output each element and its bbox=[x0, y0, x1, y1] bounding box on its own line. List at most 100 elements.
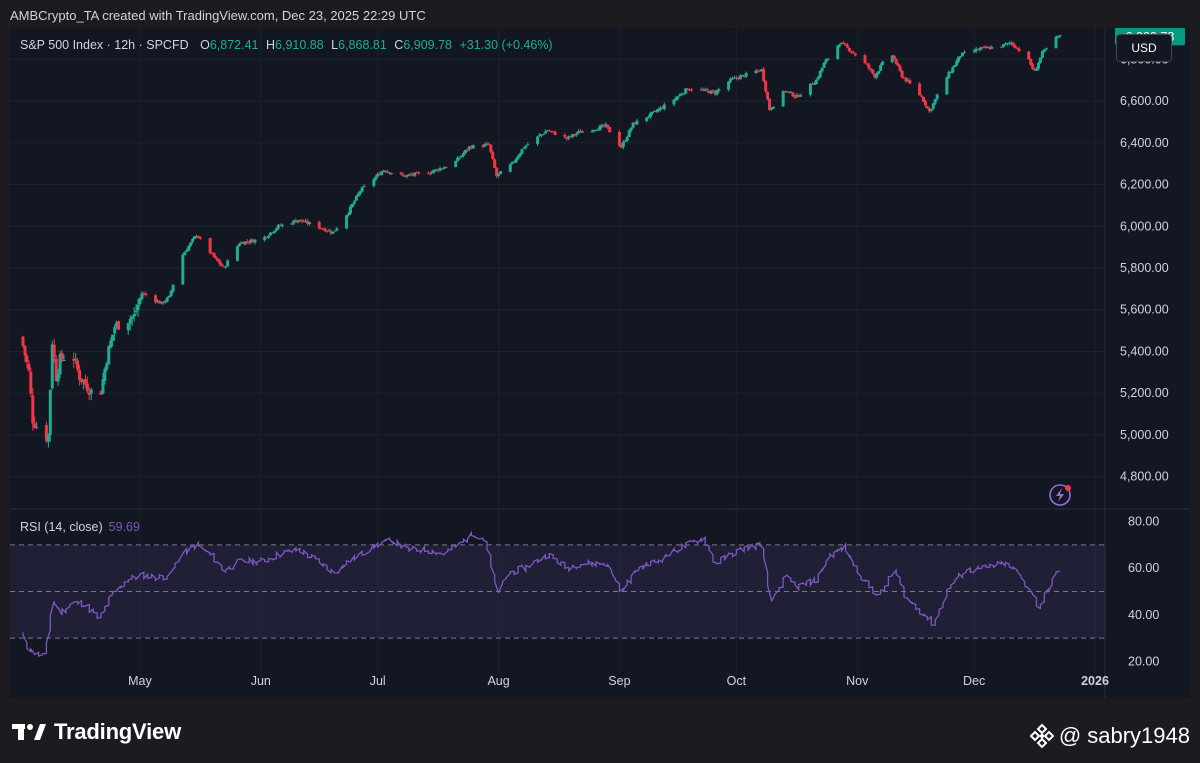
candle[interactable] bbox=[514, 158, 518, 163]
candle[interactable] bbox=[323, 228, 327, 232]
candle[interactable] bbox=[863, 55, 867, 64]
candle[interactable] bbox=[518, 153, 522, 157]
candle[interactable] bbox=[278, 225, 282, 227]
candle[interactable] bbox=[319, 228, 323, 230]
candle[interactable] bbox=[169, 290, 173, 297]
candle[interactable] bbox=[875, 73, 879, 78]
candle[interactable] bbox=[783, 91, 787, 93]
candle[interactable] bbox=[56, 373, 60, 382]
candle[interactable] bbox=[553, 131, 557, 135]
candle[interactable] bbox=[816, 77, 820, 80]
candle[interactable] bbox=[1011, 42, 1015, 46]
candle[interactable] bbox=[744, 72, 748, 77]
candle[interactable] bbox=[428, 173, 432, 175]
candle[interactable] bbox=[132, 313, 136, 317]
candle[interactable] bbox=[768, 98, 772, 111]
candle[interactable] bbox=[960, 52, 964, 57]
candle[interactable] bbox=[130, 316, 134, 320]
candle[interactable] bbox=[105, 363, 109, 370]
candle[interactable] bbox=[1040, 51, 1044, 58]
candle[interactable] bbox=[571, 134, 575, 137]
candle[interactable] bbox=[849, 51, 853, 53]
candle[interactable] bbox=[818, 70, 822, 78]
candle[interactable] bbox=[742, 75, 746, 77]
candle[interactable] bbox=[840, 42, 844, 45]
candle[interactable] bbox=[79, 378, 83, 382]
candle[interactable] bbox=[892, 55, 896, 60]
candle[interactable] bbox=[274, 228, 278, 231]
candle[interactable] bbox=[78, 369, 82, 381]
candle[interactable] bbox=[947, 72, 951, 78]
candle[interactable] bbox=[984, 46, 988, 49]
candle[interactable] bbox=[1007, 43, 1011, 45]
candle[interactable] bbox=[923, 101, 927, 106]
candle[interactable] bbox=[727, 81, 731, 90]
candle[interactable] bbox=[1037, 62, 1041, 69]
candle[interactable] bbox=[350, 203, 354, 208]
candle[interactable] bbox=[493, 159, 497, 168]
candle[interactable] bbox=[688, 89, 692, 91]
candle[interactable] bbox=[136, 304, 140, 311]
candle[interactable] bbox=[52, 344, 56, 358]
candle[interactable] bbox=[58, 354, 62, 375]
candle[interactable] bbox=[508, 164, 512, 172]
candle[interactable] bbox=[680, 94, 684, 96]
candle[interactable] bbox=[407, 174, 411, 176]
candle[interactable] bbox=[165, 297, 169, 302]
rsi-label[interactable]: RSI (14, close) bbox=[20, 520, 103, 534]
candle[interactable] bbox=[426, 173, 430, 175]
candle[interactable] bbox=[436, 169, 440, 171]
candle[interactable] bbox=[376, 173, 380, 177]
candle[interactable] bbox=[672, 99, 676, 105]
candle[interactable] bbox=[754, 71, 758, 73]
candle[interactable] bbox=[220, 263, 224, 267]
candle[interactable] bbox=[481, 145, 485, 147]
candle[interactable] bbox=[526, 144, 530, 146]
candle[interactable] bbox=[251, 239, 255, 243]
candle[interactable] bbox=[491, 152, 495, 159]
candle[interactable] bbox=[787, 91, 791, 93]
candle[interactable] bbox=[931, 103, 935, 109]
candle[interactable] bbox=[29, 371, 33, 394]
candle[interactable] bbox=[380, 171, 384, 176]
candle[interactable] bbox=[144, 293, 148, 296]
candle[interactable] bbox=[623, 140, 627, 142]
candle[interactable] bbox=[879, 65, 883, 71]
candle[interactable] bbox=[577, 131, 581, 134]
candle[interactable] bbox=[356, 193, 360, 197]
candle[interactable] bbox=[684, 88, 688, 94]
candle[interactable] bbox=[604, 124, 608, 127]
candle[interactable] bbox=[551, 131, 555, 133]
candle[interactable] bbox=[348, 206, 352, 214]
candle[interactable] bbox=[873, 73, 877, 78]
candle[interactable] bbox=[596, 129, 600, 131]
candle[interactable] bbox=[826, 58, 830, 60]
candle[interactable] bbox=[1031, 64, 1035, 69]
candle[interactable] bbox=[46, 434, 50, 442]
candle[interactable] bbox=[142, 293, 146, 295]
candle[interactable] bbox=[974, 48, 978, 52]
candle[interactable] bbox=[982, 46, 986, 48]
candle[interactable] bbox=[955, 60, 959, 66]
candle[interactable] bbox=[678, 94, 682, 97]
candle[interactable] bbox=[573, 134, 577, 136]
candle[interactable] bbox=[929, 109, 933, 111]
candle[interactable] bbox=[134, 310, 138, 313]
candle[interactable] bbox=[196, 236, 200, 238]
candle[interactable] bbox=[27, 363, 31, 371]
candle[interactable] bbox=[44, 425, 48, 442]
candle[interactable] bbox=[374, 176, 378, 180]
candle[interactable] bbox=[760, 68, 764, 72]
candle[interactable] bbox=[836, 45, 840, 59]
candle[interactable] bbox=[1058, 35, 1062, 37]
candle[interactable] bbox=[738, 75, 742, 80]
candle[interactable] bbox=[536, 136, 540, 145]
candle[interactable] bbox=[62, 359, 66, 361]
candle[interactable] bbox=[877, 71, 881, 74]
candle[interactable] bbox=[541, 134, 545, 136]
candle[interactable] bbox=[329, 231, 333, 234]
candle[interactable] bbox=[867, 64, 871, 69]
candle[interactable] bbox=[195, 235, 199, 237]
candle[interactable] bbox=[265, 237, 269, 239]
candle[interactable] bbox=[538, 135, 542, 137]
